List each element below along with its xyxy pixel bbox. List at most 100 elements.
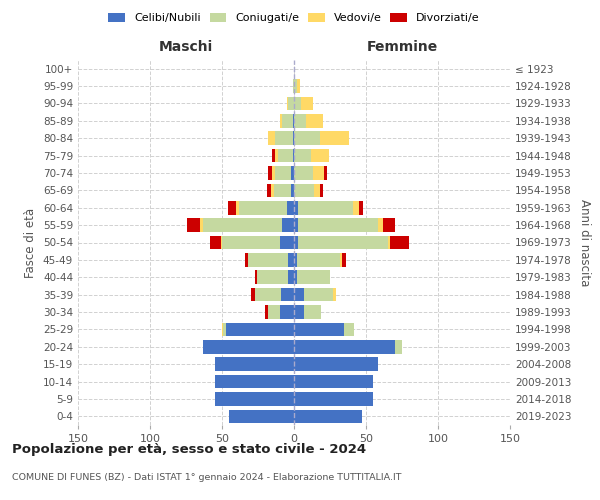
Bar — [297, 270, 330, 284]
Bar — [294, 253, 297, 266]
Bar — [294, 340, 395, 353]
Bar — [298, 201, 353, 214]
Bar — [291, 184, 294, 197]
Bar — [266, 184, 271, 197]
Bar — [280, 305, 294, 319]
Bar — [333, 288, 336, 302]
Bar — [291, 166, 294, 180]
Bar — [272, 166, 275, 180]
Y-axis label: Anni di nascita: Anni di nascita — [578, 199, 591, 286]
Bar — [281, 288, 294, 302]
Text: Popolazione per età, sesso e stato civile - 2024: Popolazione per età, sesso e stato civil… — [12, 442, 366, 456]
Bar — [257, 270, 288, 284]
Bar — [255, 288, 281, 302]
Bar — [293, 114, 294, 128]
Bar — [298, 218, 377, 232]
Bar — [359, 201, 363, 214]
Bar — [297, 253, 340, 266]
Bar — [294, 96, 301, 110]
Bar — [294, 236, 298, 250]
Bar — [251, 288, 255, 302]
Bar — [187, 218, 200, 232]
Bar — [278, 149, 293, 162]
Bar — [294, 322, 344, 336]
Bar — [298, 236, 388, 250]
Text: Femmine: Femmine — [367, 40, 437, 54]
Bar — [293, 80, 294, 93]
Legend: Celibi/Nubili, Coniugati/e, Vedovi/e, Divorziati/e: Celibi/Nubili, Coniugati/e, Vedovi/e, Di… — [104, 8, 484, 28]
Bar — [287, 96, 288, 110]
Bar — [313, 166, 324, 180]
Bar — [340, 253, 341, 266]
Bar — [287, 201, 294, 214]
Bar — [274, 184, 291, 197]
Bar — [222, 236, 280, 250]
Bar — [304, 305, 322, 319]
Bar — [294, 184, 314, 197]
Bar — [268, 166, 272, 180]
Bar — [383, 218, 395, 232]
Y-axis label: Fasce di età: Fasce di età — [25, 208, 37, 278]
Bar — [293, 132, 294, 145]
Bar — [215, 375, 294, 388]
Bar — [294, 114, 305, 128]
Bar — [294, 358, 377, 371]
Bar — [293, 149, 294, 162]
Bar — [226, 322, 294, 336]
Bar — [280, 236, 294, 250]
Bar — [203, 340, 294, 353]
Bar — [341, 253, 346, 266]
Bar — [268, 132, 275, 145]
Bar — [391, 236, 409, 250]
Bar — [229, 410, 294, 423]
Bar — [228, 201, 236, 214]
Bar — [294, 80, 297, 93]
Bar — [294, 375, 373, 388]
Bar — [388, 236, 391, 250]
Bar — [221, 236, 222, 250]
Bar — [255, 270, 257, 284]
Bar — [294, 132, 320, 145]
Bar — [265, 305, 268, 319]
Bar — [268, 305, 280, 319]
Bar — [294, 288, 304, 302]
Bar — [294, 201, 298, 214]
Bar — [271, 184, 274, 197]
Bar — [320, 184, 323, 197]
Bar — [272, 149, 275, 162]
Bar — [215, 358, 294, 371]
Bar — [248, 253, 288, 266]
Bar — [288, 96, 294, 110]
Bar — [314, 184, 320, 197]
Bar — [275, 132, 293, 145]
Bar — [377, 218, 383, 232]
Bar — [239, 201, 287, 214]
Bar — [294, 149, 311, 162]
Bar — [280, 114, 283, 128]
Bar — [294, 305, 304, 319]
Bar — [320, 132, 349, 145]
Bar — [275, 166, 291, 180]
Bar — [236, 201, 239, 214]
Text: COMUNE DI FUNES (BZ) - Dati ISTAT 1° gennaio 2024 - Elaborazione TUTTITALIA.IT: COMUNE DI FUNES (BZ) - Dati ISTAT 1° gen… — [12, 472, 401, 482]
Bar — [301, 96, 313, 110]
Bar — [223, 322, 226, 336]
Bar — [294, 270, 297, 284]
Bar — [200, 218, 203, 232]
Bar — [324, 166, 327, 180]
Bar — [395, 340, 402, 353]
Bar — [211, 236, 221, 250]
Bar — [294, 392, 373, 406]
Bar — [203, 218, 283, 232]
Text: Maschi: Maschi — [159, 40, 213, 54]
Bar — [245, 253, 248, 266]
Bar — [304, 288, 333, 302]
Bar — [215, 392, 294, 406]
Bar — [305, 114, 323, 128]
Bar — [275, 149, 278, 162]
Bar — [297, 80, 300, 93]
Bar — [222, 322, 223, 336]
Bar — [311, 149, 329, 162]
Bar — [344, 322, 355, 336]
Bar — [283, 114, 293, 128]
